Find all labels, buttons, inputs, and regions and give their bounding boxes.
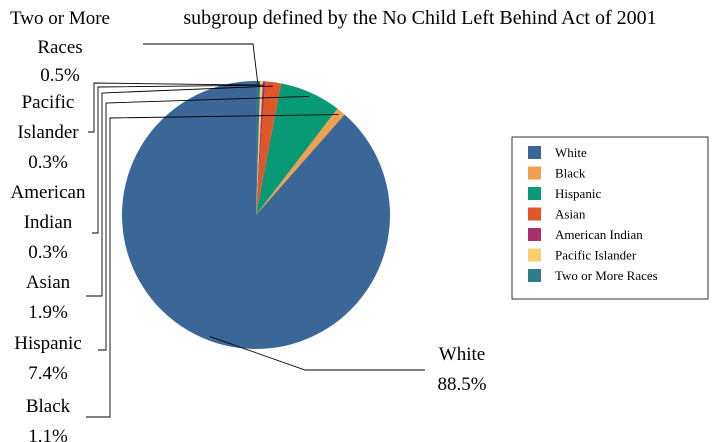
legend-label-hispanic: Hispanic	[555, 186, 601, 201]
slice-label-two-or-more-races-name: Races	[37, 37, 82, 58]
slice-labels: White 88.5% Black 1.1% Hispanic 7.4% Asian 1.9%…	[10, 8, 487, 442]
legend-label-white: White	[555, 145, 587, 160]
legend-swatch-two-or-more-races	[528, 269, 541, 282]
slice-label-american-indian-value: 0.3%	[28, 242, 68, 263]
slice-label-asian-name: Asian	[26, 272, 71, 293]
legend-label-black: Black	[555, 166, 586, 181]
legend-label-asian: Asian	[555, 207, 586, 222]
slice-label-american-indian-name: Indian	[24, 212, 73, 233]
leader-line-pacific-islander	[88, 82, 262, 133]
pie-slice-american-indian	[256, 81, 266, 215]
leader-line-white	[209, 336, 425, 371]
leader-line-american-indian	[92, 84, 264, 234]
leader-line-hispanic	[98, 95, 310, 351]
pie-slice-pacific-islander	[256, 81, 263, 215]
slice-label-black-value: 1.1%	[28, 426, 68, 442]
legend-box	[511, 136, 709, 300]
pie-slice-hispanic	[256, 83, 338, 216]
legend-swatch-white	[528, 146, 541, 159]
slice-label-american-indian-name: American	[11, 182, 86, 203]
leader-line-black	[86, 114, 339, 418]
leader-line-two-or-more-races	[143, 43, 259, 86]
pie-slice-asian	[256, 81, 282, 215]
pie-slice-white	[121, 81, 390, 349]
slice-label-pacific-islander-name: Pacific	[22, 92, 75, 113]
legend-label-pacific-islander: Pacific Islander	[555, 248, 637, 263]
slice-label-pacific-islander-value: 0.3%	[28, 152, 68, 173]
label-leaders	[86, 43, 425, 418]
slice-label-two-or-more-races-value: 0.5%	[40, 65, 80, 86]
legend-swatch-pacific-islander	[528, 248, 541, 262]
legend-label-two-or-more-races: Two or More Races	[555, 268, 658, 283]
slice-label-hispanic-name: Hispanic	[14, 333, 82, 354]
pie-slices	[121, 81, 390, 349]
legend-label-american-indian: American Indian	[555, 227, 643, 242]
slice-label-asian-value: 1.9%	[28, 302, 68, 323]
slice-label-white-value: 88.5%	[437, 374, 486, 395]
legend-swatch-hispanic	[528, 187, 541, 200]
legend-swatch-asian	[528, 207, 541, 221]
legend-swatch-american-indian	[528, 228, 541, 241]
pie-slice-black	[256, 108, 345, 215]
leader-line-asian	[86, 85, 273, 297]
legend: White Black Hispanic Asian American Indian Pa…	[511, 136, 709, 300]
slice-label-pacific-islander-name: Islander	[17, 122, 79, 143]
slice-label-white-name: White	[439, 344, 485, 365]
chart-title: subgroup defined by the No Child Left Be…	[183, 7, 656, 29]
slice-label-hispanic-value: 7.4%	[28, 363, 68, 384]
slice-label-black-name: Black	[26, 396, 71, 417]
pie-slice-two-or-more-races	[256, 81, 261, 215]
legend-swatch-black	[528, 166, 541, 180]
slice-label-two-or-more-races-name: Two or More	[10, 8, 110, 29]
